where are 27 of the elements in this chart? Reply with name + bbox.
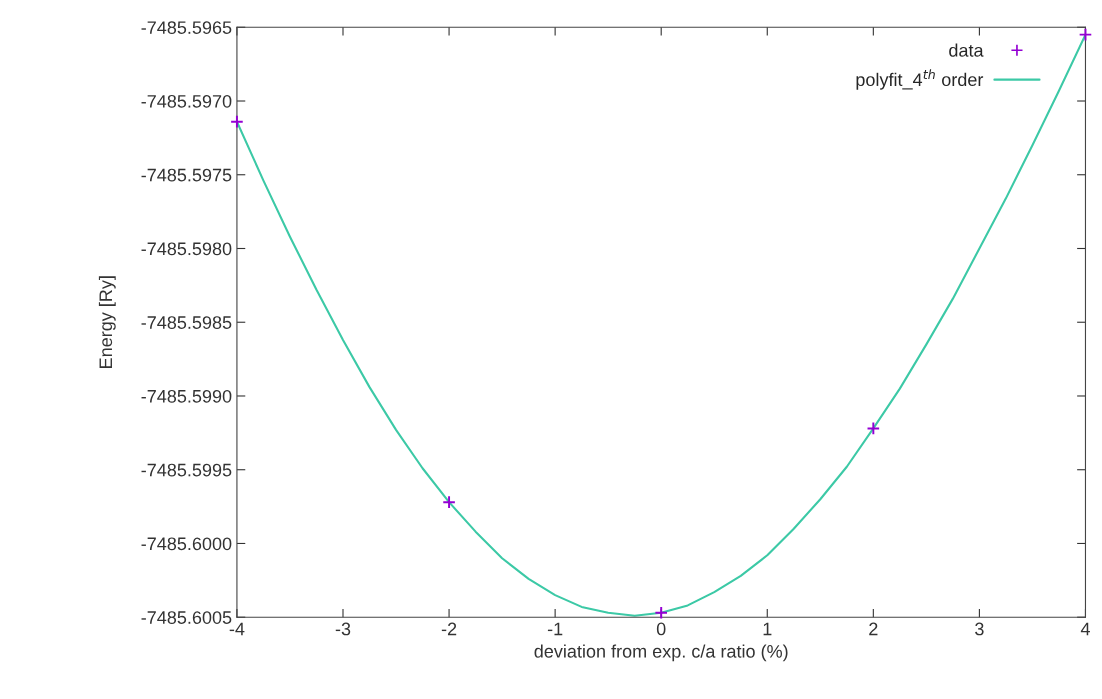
legend-label: polyfit_4$^{th}$ order — [856, 69, 984, 90]
x-tick-label: -3 — [335, 622, 351, 636]
x-tick-label: 3 — [975, 622, 984, 636]
x-axis-title: deviation from exp. c/a ratio (%) — [534, 644, 788, 662]
y-tick-label: -7485.5985 — [141, 316, 232, 329]
y-tick-label: -7485.6005 — [141, 611, 232, 624]
y-tick-label: -7485.5975 — [141, 168, 232, 182]
point — [654, 606, 668, 620]
y-tick-label: -7485.6000 — [141, 537, 232, 551]
x-tick-label: 2 — [869, 622, 878, 636]
point — [442, 495, 456, 509]
x-tick-label: -1 — [547, 622, 563, 636]
y-tick-label: -7485.5980 — [141, 242, 232, 256]
x-tick-label: -2 — [441, 622, 457, 636]
x-tick-label: 4 — [1080, 622, 1090, 636]
y-tick-label: -7485.5965 — [141, 21, 232, 34]
y-tick-label: -7485.5990 — [141, 389, 232, 403]
y-axis-title: Energy [Ry] — [98, 276, 116, 368]
y-tick-label: -7485.5970 — [141, 94, 232, 108]
x-tick-label: -4 — [229, 622, 245, 636]
x-tick-label: 1 — [763, 622, 772, 636]
y-tick-label: -7485.5995 — [141, 463, 232, 477]
legend-label: data — [949, 43, 984, 57]
point — [1078, 27, 1093, 42]
x-tick-label: 0 — [656, 622, 666, 636]
point — [230, 114, 244, 129]
point — [866, 421, 881, 436]
